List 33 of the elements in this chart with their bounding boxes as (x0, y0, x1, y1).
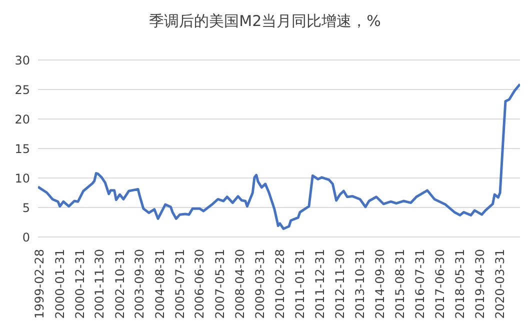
x-tick-label: 2000-12-31 (72, 249, 87, 319)
x-tick-label: 2018-05-31 (452, 249, 467, 319)
x-tick-label: 2007-05-31 (212, 249, 227, 319)
x-tick-label: 2005-07-31 (172, 249, 187, 319)
x-tick-label: 1999-02-28 (32, 249, 47, 319)
x-tick-label: 2008-04-30 (232, 249, 247, 319)
x-tick-label: 2012-11-30 (332, 249, 347, 319)
x-tick-label: 2000-01-31 (52, 249, 67, 319)
x-tick-label: 2009-03-31 (252, 249, 267, 319)
y-tick-label: 15 (14, 142, 30, 156)
y-tick-label: 0 (22, 230, 30, 244)
x-tick-label: 2019-04-30 (472, 249, 487, 319)
x-tick-label: 2015-08-31 (392, 249, 407, 319)
line-series (38, 82, 520, 230)
x-tick-label: 2011-01-31 (292, 249, 307, 319)
x-tick-label: 2002-10-31 (112, 249, 127, 319)
x-tick-label: 2017-06-30 (432, 249, 447, 319)
x-tick-label: 2011-12-31 (312, 249, 327, 319)
x-tick-label: 2006-06-30 (192, 249, 207, 319)
y-tick-label: 30 (14, 53, 30, 68)
y-tick-label: 5 (22, 200, 30, 215)
chart-title: 季调后的美国M2当月同比增速，% (148, 12, 382, 31)
x-tick-label: 2001-11-30 (92, 249, 107, 319)
x-tick-label: 2004-08-31 (152, 249, 167, 319)
x-tick-label: 2020-03-31 (492, 249, 507, 319)
x-tick-label: 2010-02-28 (272, 249, 287, 319)
x-tick-label: 2013-10-31 (352, 249, 367, 319)
y-tick-label: 10 (14, 171, 30, 186)
x-tick-label: 2003-09-30 (132, 249, 147, 319)
x-tick-label: 2014-09-30 (372, 249, 387, 319)
x-tick-label: 2016-07-31 (412, 249, 427, 319)
y-tick-label: 25 (14, 82, 30, 97)
y-tick-label: 20 (14, 112, 30, 126)
